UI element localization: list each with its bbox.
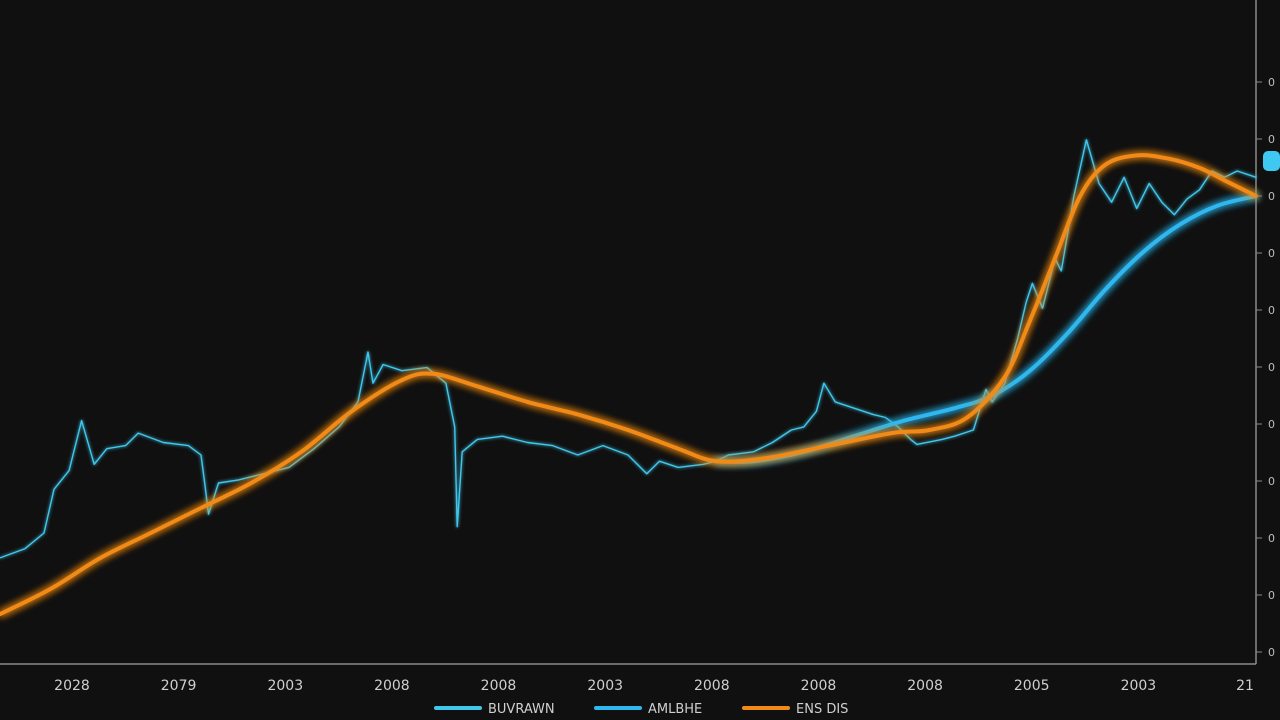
x-tick-label: 2028 — [54, 678, 90, 694]
last-value-marker — [1263, 151, 1280, 171]
x-tick-label: 2003 — [1121, 678, 1157, 694]
y-tick-label: 0 — [1268, 646, 1275, 659]
x-tick-label: 2005 — [1014, 678, 1050, 694]
last-value-badge — [1263, 151, 1280, 171]
y-tick-label: 0 — [1268, 532, 1275, 545]
legend-label-amlbhe: AMLBHE — [648, 702, 702, 717]
x-tick-label: 2079 — [161, 678, 197, 694]
series-layer — [0, 139, 1258, 617]
x-tick-label: 2008 — [801, 678, 837, 694]
y-tick-label: 0 — [1268, 475, 1275, 488]
legend: BUVRAWN AMLBHE ENS DIS — [434, 702, 848, 717]
y-tick-label: 0 — [1268, 247, 1275, 260]
x-tick-label: 2008 — [694, 678, 730, 694]
x-tick-label: 2008 — [374, 678, 410, 694]
y-tick-label: 0 — [1268, 589, 1275, 602]
x-axis-ticks: 2028 2079 2003 2008 2008 2003 2008 2008 2008 2005… — [54, 678, 1254, 694]
x-tick-label: 2008 — [481, 678, 517, 694]
y-tick-label: 0 — [1268, 76, 1275, 89]
y-axis-ticks: 0 0 0 0 0 0 0 0 0 0 0 — [1256, 76, 1275, 659]
series-line-amlbhe — [713, 194, 1258, 464]
y-tick-label: 0 — [1268, 190, 1275, 203]
y-tick-label: 0 — [1268, 133, 1275, 146]
x-tick-label: 2003 — [267, 678, 303, 694]
legend-label-buvrawn: BUVRAWN — [488, 702, 555, 717]
series-line-buvrawn — [0, 139, 1257, 559]
y-tick-label: 0 — [1268, 361, 1275, 374]
x-tick-label: 2008 — [907, 678, 943, 694]
x-tick-label: 21 — [1236, 678, 1254, 694]
legend-label-ens-dis: ENS DIS — [796, 702, 848, 717]
series-line-ens-dis — [0, 153, 1258, 617]
y-tick-label: 0 — [1268, 418, 1275, 431]
y-tick-label: 0 — [1268, 304, 1275, 317]
x-tick-label: 2003 — [587, 678, 623, 694]
